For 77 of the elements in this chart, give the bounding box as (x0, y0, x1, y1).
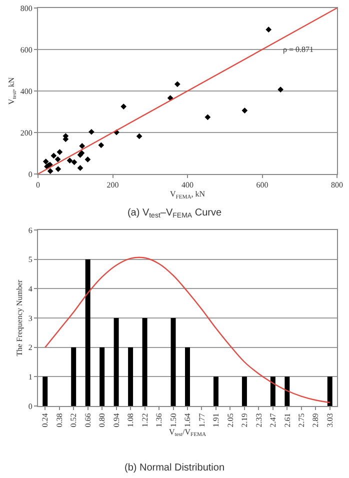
y-tick-label: 3 (28, 314, 32, 323)
point (47, 168, 54, 174)
y-tick-label: 6 (28, 226, 32, 235)
y-tick-label: 600 (20, 45, 32, 54)
bar (242, 376, 247, 406)
x-tick-label: 2.47 (268, 413, 278, 428)
y-tick-label: 2 (28, 343, 32, 352)
y-tick-label: 5 (28, 255, 32, 264)
x-tick-label: 800 (331, 180, 343, 190)
y-tick-label: 4 (28, 284, 32, 294)
bar (270, 376, 276, 406)
x-tick-label: 200 (106, 180, 119, 190)
y-tick-label: 800 (20, 4, 32, 13)
x-tick-label: 0.66 (83, 413, 92, 428)
x-tick-label: 2.61 (282, 413, 292, 428)
line-series (44, 256, 330, 404)
x-tick-label: 2.89 (311, 413, 320, 428)
x-tick-label: 1.08 (126, 413, 136, 428)
bar (114, 318, 119, 406)
text: (b) Normal Distribution (124, 462, 225, 474)
point (120, 104, 127, 110)
x-tick-label: 1.77 (197, 413, 206, 428)
point (266, 26, 272, 33)
x-tick-label: 0.52 (69, 413, 78, 428)
bar (213, 376, 218, 406)
bar (327, 376, 332, 406)
x-tick-label: 1.50 (168, 413, 178, 428)
point (71, 159, 78, 166)
bar (284, 376, 290, 406)
x-tick-label: 1.91 (212, 413, 221, 428)
bar (100, 347, 105, 406)
y-axis-title: The Frequency Number (15, 279, 24, 356)
point (242, 108, 248, 114)
y-tick-label: 0 (28, 170, 32, 179)
point (79, 143, 86, 149)
bar (42, 376, 48, 406)
x-tick-label: 0.80 (98, 413, 107, 428)
x-tick-label: 0.38 (54, 413, 64, 428)
point (42, 158, 49, 164)
point (55, 166, 62, 172)
bar (71, 347, 76, 406)
y-tick-label: 1 (28, 372, 32, 382)
bar (185, 347, 190, 406)
x-tick-label: 1.64 (183, 413, 192, 428)
y-tick-label: 200 (20, 128, 32, 138)
point (88, 128, 94, 135)
x-tick-label: 2.05 (226, 413, 235, 428)
bar (142, 318, 148, 406)
point (98, 142, 104, 148)
point (278, 86, 284, 92)
x-tick-label: 600 (256, 180, 268, 190)
x-tick-label: 3.03 (325, 413, 334, 428)
bar (128, 347, 134, 406)
x-tick-label: 1.36 (154, 413, 164, 428)
annotation: ρ = 0.871 (283, 45, 314, 54)
point (56, 149, 63, 155)
bar (85, 259, 90, 406)
y-tick-label: 0 (28, 402, 32, 411)
point (204, 114, 211, 120)
point (77, 165, 84, 171)
x-axis-title: V$_{test}$/V$_{FEMA}$ (168, 427, 206, 438)
text: (a) V$_{test}$–V$_{FEMA}$ Curve (127, 207, 222, 220)
x-axis-title: V$_{FEMA}$, kN (170, 190, 206, 200)
x-tick-label: 400 (182, 180, 194, 190)
bar (170, 318, 176, 406)
x-tick-label: 1.22 (140, 413, 150, 428)
x-tick-label: 2.33 (254, 413, 264, 428)
x-tick-label: 0.24 (40, 413, 50, 428)
y-tick-label: 400 (20, 86, 32, 96)
x-tick-label: 0.94 (112, 413, 121, 428)
point (174, 81, 180, 88)
x-tick-label: 0 (36, 180, 40, 190)
x-tick-label: 2.75 (297, 413, 306, 428)
x-tick-label: 2.19 (240, 413, 250, 428)
point (66, 158, 73, 164)
point (54, 156, 61, 162)
point (84, 156, 91, 162)
